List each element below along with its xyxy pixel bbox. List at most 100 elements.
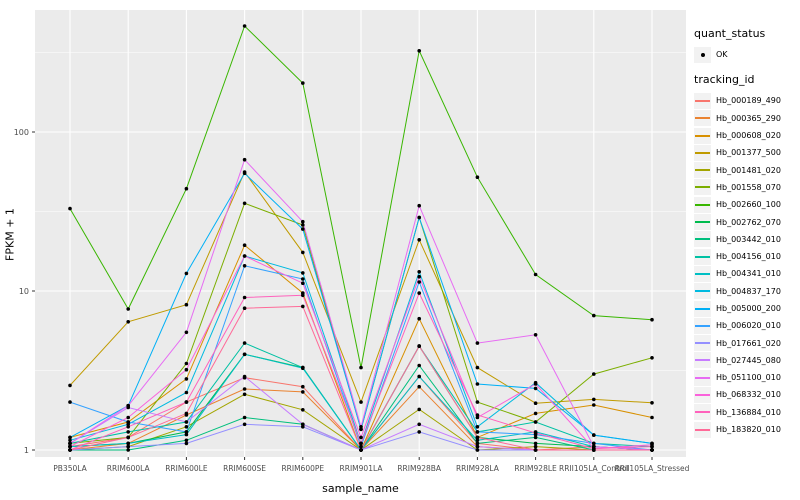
legend-tracking-id: tracking_id Hb_000189_490 Hb_000365_290 Hb… [694, 73, 800, 438]
legend-title-quant-status: quant_status [694, 27, 766, 40]
data-point-Hb_005000_200 [533, 386, 538, 391]
legend-item-Hb_003442_010: Hb_003442_010 [694, 231, 800, 248]
series-color-line-icon [695, 376, 710, 379]
legend-item-Hb_001481_020: Hb_001481_020 [694, 161, 800, 179]
legend-title-tracking-id: tracking_id [694, 73, 755, 87]
data-point-Hb_051100_010 [475, 341, 480, 345]
line-swatch [694, 317, 711, 334]
data-point-Hb_017661_020 [184, 441, 189, 446]
data-point-Hb_005000_200 [242, 171, 247, 176]
series-color-line-icon [695, 324, 710, 327]
data-point-Hb_183820_010 [184, 411, 189, 416]
line-swatch [694, 335, 711, 352]
data-point-Hb_004837_170 [417, 270, 422, 274]
data-point-Hb_003442_010 [533, 435, 538, 440]
data-point-Hb_027445_080 [475, 444, 480, 449]
legend-item-Hb_027445_080: Hb_027445_080 [694, 352, 800, 369]
line-swatch [694, 386, 711, 403]
data-point-Hb_000608_020 [184, 377, 189, 381]
plot-area: 1 10 100 PB350LA RRIM600LA RRIM600LE RRIM600SE… [14, 10, 690, 473]
data-point-Hb_068332_010 [242, 254, 247, 258]
data-point-Hb_068332_010 [359, 435, 363, 440]
data-point-Hb_136884_010 [126, 425, 130, 429]
legend-item-Hb_004156_010: Hb_004156_010 [694, 248, 800, 265]
data-point-Hb_006020_010 [184, 430, 189, 434]
data-point-Hb_002660_100 [359, 365, 363, 370]
series-color-line-icon [695, 186, 710, 189]
data-point-Hb_027445_080 [301, 422, 305, 427]
data-point-Hb_003442_010 [417, 363, 422, 368]
series-color-line-icon [695, 134, 710, 137]
data-point-Hb_002660_100 [475, 175, 480, 179]
data-point-Hb_068332_010 [184, 367, 189, 372]
data-point-Hb_004341_010 [126, 441, 130, 446]
data-point-Hb_004341_010 [301, 366, 305, 371]
data-point-Hb_027445_080 [242, 374, 247, 379]
legend-item-Hb_004341_010: Hb_004341_010 [694, 265, 800, 282]
line-swatch [694, 144, 711, 161]
series-color-line-icon [695, 307, 710, 310]
data-point-Hb_136884_010 [359, 441, 363, 446]
data-point-Hb_006020_010 [242, 264, 247, 268]
legend-item-Hb_002660_100: Hb_002660_100 [694, 196, 800, 213]
data-point-Hb_004837_170 [475, 425, 480, 429]
legend-item-label: Hb_068332_010 [716, 390, 781, 400]
legend-item-label: Hb_001481_020 [716, 165, 781, 175]
data-point-Hb_183820_010 [417, 344, 422, 348]
data-point-Hb_002762_070 [533, 441, 538, 446]
data-point-Hb_068332_010 [533, 382, 538, 386]
data-point-Hb_068332_010 [68, 444, 72, 449]
legend-quant-status: quant_status OK [694, 27, 800, 63]
series-color-line-icon [695, 99, 710, 102]
legend-item-label: Hb_002762_070 [716, 217, 781, 227]
data-point-Hb_183820_010 [592, 448, 596, 452]
data-point-Hb_136884_010 [184, 400, 189, 404]
series-color-line-icon [695, 290, 710, 293]
legend-item-Hb_001377_500: Hb_001377_500 [694, 144, 800, 161]
data-point-Hb_001377_500 [68, 383, 72, 388]
data-point-Hb_005000_200 [417, 215, 422, 220]
legend-item-Hb_001558_070: Hb_001558_070 [694, 179, 800, 196]
series-color-line-icon [695, 342, 710, 345]
data-point-Hb_001481_020 [417, 407, 422, 412]
x-tick-label: RRIM600PE [281, 464, 324, 473]
legend-item-label: Hb_004837_170 [716, 286, 781, 296]
line-swatch [694, 162, 711, 179]
line-swatch [694, 369, 711, 386]
data-point-Hb_002660_100 [68, 206, 72, 211]
data-point-Hb_003442_010 [184, 438, 189, 443]
legend-item-label: Hb_001558_070 [716, 182, 781, 192]
series-color-line-icon [695, 203, 710, 206]
legend-item-Hb_000365_290: Hb_000365_290 [694, 110, 800, 127]
data-point-Hb_000608_020 [417, 316, 422, 321]
y-tick-label: 1 [24, 446, 29, 455]
data-point-Hb_002660_100 [592, 313, 596, 318]
line-swatch [694, 404, 711, 421]
data-point-Hb_005000_200 [359, 427, 363, 432]
data-point-Hb_000189_490 [301, 384, 305, 389]
line-swatch [694, 110, 711, 127]
data-point-Hb_001481_020 [533, 444, 538, 449]
y-axis-title: FPKM + 1 [3, 208, 17, 261]
x-tick-label: RRIM901LA [340, 464, 384, 473]
data-point-Hb_004341_010 [475, 438, 480, 443]
legend-item-label: Hb_001377_500 [716, 148, 781, 158]
data-point-Hb_004837_170 [184, 390, 189, 395]
data-point-Hb_051100_010 [184, 330, 189, 335]
legend-item-Hb_000189_490: Hb_000189_490 [694, 92, 800, 109]
data-point-Hb_006020_010 [592, 441, 596, 446]
legend-item-Hb_000608_020: Hb_000608_020 [694, 127, 800, 144]
data-point-Hb_183820_010 [650, 448, 654, 452]
legend-item-Hb_002762_070: Hb_002762_070 [694, 213, 800, 231]
data-point-Hb_001558_070 [301, 223, 305, 227]
series-color-line-icon [695, 151, 710, 154]
legend-item-label: Hb_000608_020 [716, 131, 781, 141]
line-swatch [694, 265, 711, 282]
data-point-Hb_001558_070 [592, 372, 596, 376]
data-point-Hb_051100_010 [359, 425, 363, 429]
legend-item-label: Hb_000365_290 [716, 113, 781, 123]
data-point-Hb_183820_010 [533, 448, 538, 452]
data-point-Hb_001558_070 [475, 400, 480, 404]
data-point-Hb_017661_020 [126, 444, 130, 449]
line-swatch [694, 300, 711, 317]
